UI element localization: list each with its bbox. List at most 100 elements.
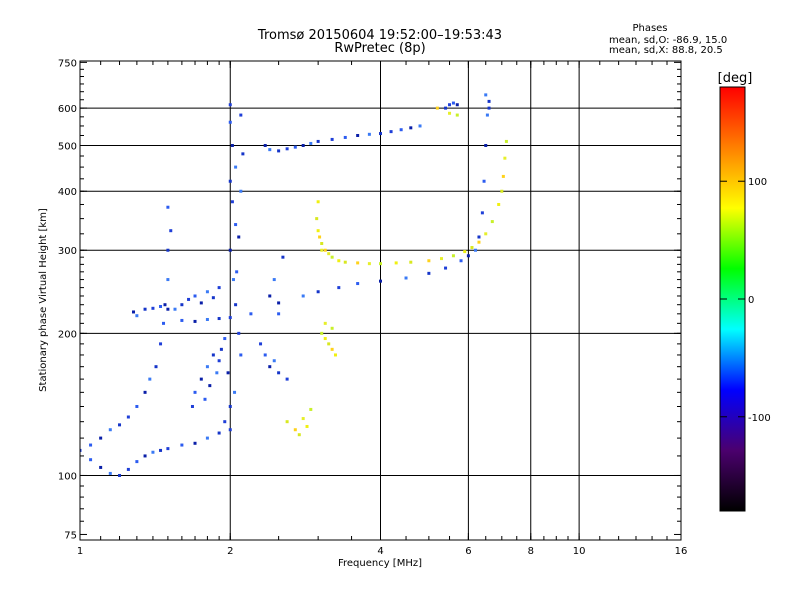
echo-point [301, 294, 305, 298]
echo-point [259, 342, 263, 346]
echo-point [477, 235, 481, 239]
echo-point [173, 307, 177, 311]
echo-point [367, 262, 371, 266]
echo-point [151, 306, 155, 310]
echo-point [379, 262, 382, 266]
echo-point [205, 317, 209, 321]
echo-point [482, 179, 486, 183]
echo-point [126, 415, 130, 419]
echo-point [293, 145, 297, 149]
echo-point [217, 431, 221, 435]
echo-point [487, 106, 491, 110]
echo-point [226, 371, 230, 375]
echo-point [223, 337, 227, 341]
echo-point [309, 141, 313, 145]
echo-point [230, 143, 234, 147]
chart-subtitle: RwPretec (8p) [334, 41, 425, 56]
echo-point [211, 296, 215, 300]
y-tick-label: 500 [58, 141, 77, 152]
echo-point [132, 310, 136, 314]
colorbar-ticks: 100 0 -100 [720, 177, 771, 424]
echo-point [143, 454, 147, 458]
echo-point [241, 152, 245, 156]
echo-point [277, 149, 281, 153]
echo-point [108, 471, 112, 475]
echo-point [316, 139, 320, 143]
echo-point [309, 407, 313, 411]
echo-point [330, 137, 334, 141]
echo-point [333, 353, 337, 357]
x-tick-label: 4 [377, 546, 383, 557]
echo-point [503, 156, 507, 160]
echo-point [228, 120, 232, 124]
echo-point [330, 255, 334, 259]
echo-point [327, 342, 331, 346]
echo-point [444, 266, 448, 270]
echo-point [80, 448, 82, 452]
colorbar-tick-label: -100 [748, 413, 771, 424]
echo-point [330, 347, 334, 351]
echo-point [268, 294, 272, 298]
echo-point [135, 314, 139, 318]
echo-point [234, 303, 238, 307]
echo-point [320, 331, 324, 335]
echo-point [99, 465, 103, 469]
echo-point [272, 278, 276, 282]
grid-lines [80, 61, 681, 540]
echo-point [316, 290, 320, 294]
echo-point [277, 312, 281, 316]
colorbar-tick-label: 100 [748, 177, 767, 188]
echo-point [305, 424, 309, 428]
echo-point [228, 316, 232, 320]
echo-point [285, 377, 289, 381]
echo-point [205, 290, 209, 294]
x-tick-label: 2 [227, 546, 233, 557]
echo-point [118, 423, 122, 427]
echo-point [215, 371, 219, 375]
echo-point [187, 297, 191, 301]
echo-point [180, 443, 184, 447]
echo-point [501, 174, 505, 178]
echo-points [80, 93, 508, 477]
echo-point [159, 304, 163, 308]
echo-point [199, 377, 203, 381]
phase-info-x: mean, sd,X: 88.8, 20.5 [609, 45, 723, 56]
echo-point [356, 282, 360, 286]
echo-point [323, 337, 327, 341]
echo-point [219, 347, 223, 351]
echo-point [440, 257, 444, 261]
y-tick-label: 600 [58, 104, 77, 115]
echo-point [217, 286, 221, 290]
echo-point [239, 189, 243, 193]
echo-point [356, 133, 360, 137]
echo-point [166, 205, 170, 209]
colorbar-tick-label: 0 [748, 295, 754, 306]
echo-point [409, 126, 413, 130]
colorbar-label: [deg] [718, 71, 753, 86]
phase-info-o: mean, sd,O: -86.9, 15.0 [609, 35, 727, 46]
echo-point [459, 259, 463, 263]
echo-point [320, 242, 324, 246]
echo-point [448, 103, 452, 107]
x-tick-label: 8 [528, 546, 534, 557]
echo-point [89, 443, 93, 447]
echo-point [455, 103, 459, 107]
echo-point [301, 417, 305, 421]
echo-point [135, 404, 139, 408]
echo-point [126, 467, 130, 471]
echo-point [448, 111, 452, 115]
echo-point [89, 458, 93, 462]
y-tick-label: 400 [58, 187, 77, 198]
echo-point [235, 270, 239, 274]
echo-point [497, 202, 501, 206]
echo-point [301, 143, 305, 147]
echo-point [263, 353, 267, 357]
echo-point [169, 229, 173, 233]
echo-point [217, 317, 221, 321]
echo-point [367, 132, 371, 136]
echo-point [277, 371, 281, 375]
echo-point [337, 259, 341, 263]
echo-point [234, 165, 238, 169]
echo-point [484, 93, 488, 97]
echo-point [293, 428, 297, 432]
